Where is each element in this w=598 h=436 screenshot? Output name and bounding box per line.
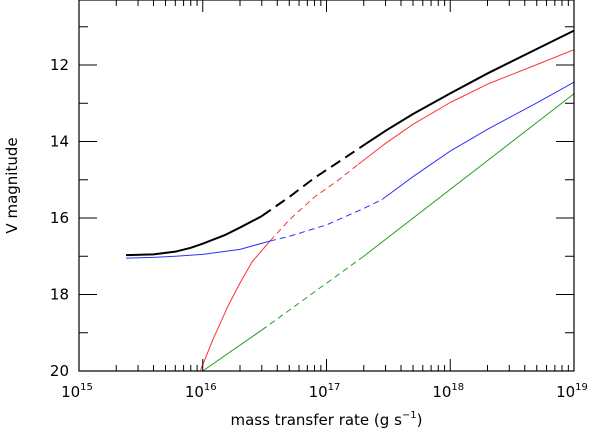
y-tick-label: 12 xyxy=(50,56,69,74)
plot-frame xyxy=(78,0,575,372)
green-curve-dashed xyxy=(261,255,365,331)
y-tick-label: 16 xyxy=(50,209,69,227)
y-tick-label: 18 xyxy=(50,286,69,304)
blue-curve-dashed xyxy=(269,199,383,242)
black-curve-solid xyxy=(126,215,263,257)
x-tick-label: 1015 xyxy=(61,382,93,401)
x-tick-label: 1019 xyxy=(556,382,588,401)
green-curve-solid xyxy=(202,329,263,372)
x-tick-labels: 1015 1016 1017 1018 1019 xyxy=(61,382,588,401)
y-axis-title: V magnitude xyxy=(3,137,21,233)
axis-ticks xyxy=(78,0,575,372)
green-curve-solid xyxy=(363,93,575,257)
x-tick-label: 1018 xyxy=(432,382,464,401)
y-tick-label: 14 xyxy=(50,133,69,151)
x-axis-title: mass transfer rate (g s−1) xyxy=(230,410,422,429)
x-tick-label: 1016 xyxy=(185,382,217,401)
red-curve-dashed xyxy=(269,164,359,242)
blue-curve-solid xyxy=(381,81,575,201)
y-tick-label: 20 xyxy=(50,362,69,380)
red-curve-solid xyxy=(357,49,575,165)
x-tick-label: 1017 xyxy=(309,382,341,401)
data-curves xyxy=(126,29,575,372)
blue-curve-solid xyxy=(126,240,271,259)
y-tick-labels: 12 14 16 18 20 xyxy=(50,56,69,380)
black-curve-dashed xyxy=(261,142,367,217)
black-curve-solid xyxy=(365,29,575,145)
red-curve-solid xyxy=(200,240,271,371)
